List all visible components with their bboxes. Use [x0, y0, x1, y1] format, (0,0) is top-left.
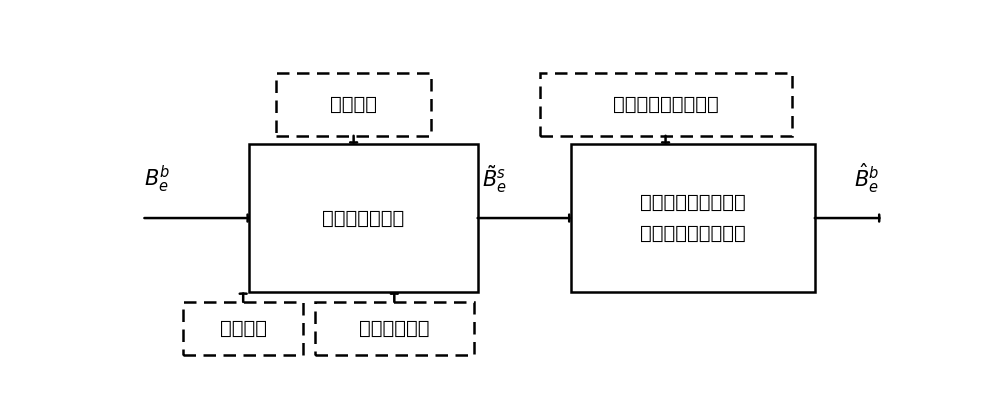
Text: 仪器误差: 仪器误差 [220, 319, 267, 338]
Text: $\tilde{B}_e^s$: $\tilde{B}_e^s$ [482, 163, 506, 195]
Text: $\hat{B}_e^b$: $\hat{B}_e^b$ [854, 162, 879, 195]
Text: 干扰磁场: 干扰磁场 [330, 95, 377, 114]
Text: 安装对准误差: 安装对准误差 [359, 319, 430, 338]
Polygon shape [249, 144, 478, 292]
Polygon shape [315, 302, 474, 355]
Polygon shape [540, 73, 792, 136]
Text: $B_e^b$: $B_e^b$ [144, 164, 171, 195]
Polygon shape [183, 302, 303, 355]
Text: 捷联三轴磁强计: 捷联三轴磁强计 [322, 209, 404, 228]
Text: 函数链接型神经网络: 函数链接型神经网络 [613, 95, 718, 114]
Text: 基于地磁场模值平方
差模型的一步校正器: 基于地磁场模值平方 差模型的一步校正器 [640, 193, 746, 243]
Polygon shape [276, 73, 431, 136]
Polygon shape [571, 144, 815, 292]
